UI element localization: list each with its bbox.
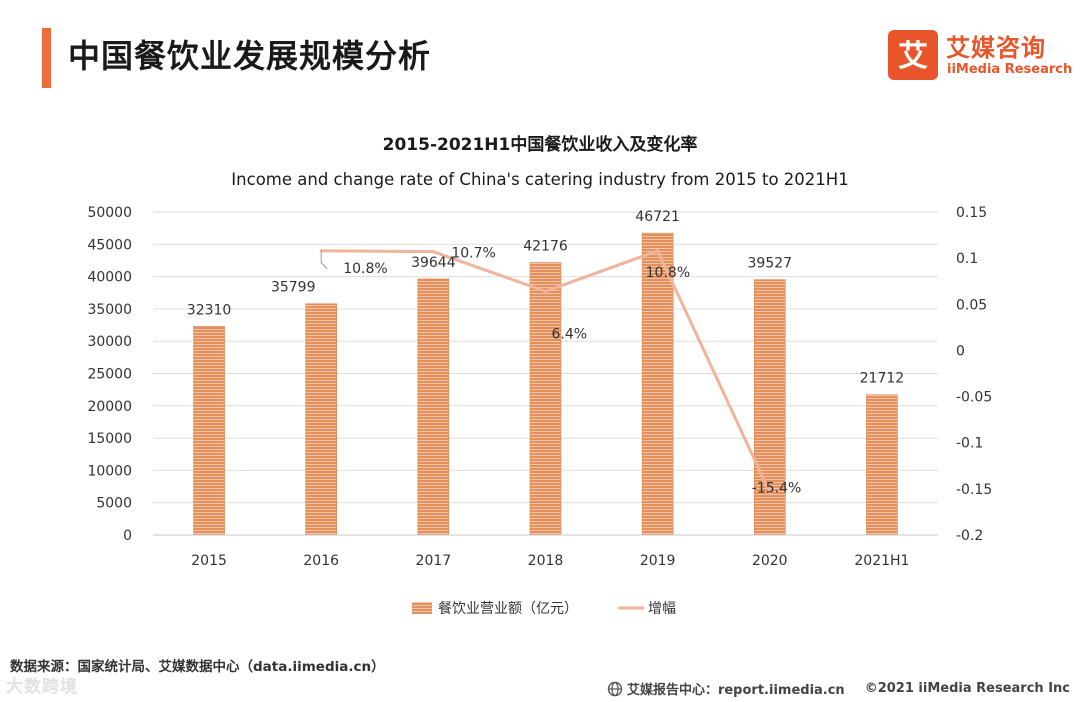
right-tick-label: 0	[956, 343, 965, 359]
axes: 0 5000 10000 15000 20000 25000 30000 35000 40000…	[87, 205, 992, 569]
bar-value-label: 32310	[187, 302, 232, 318]
bar-value-label: 42176	[523, 239, 568, 255]
left-tick-label: 10000	[87, 463, 132, 479]
bar	[417, 278, 450, 536]
growth-point	[431, 250, 435, 254]
title-accent-bar	[42, 28, 51, 88]
legend-bar-label: 餐饮业营业额（亿元）	[438, 601, 578, 617]
logo-glyph-icon: 艾	[898, 39, 928, 74]
growth-value-label: 10.8%	[343, 261, 387, 277]
bar	[193, 325, 225, 536]
logo-text-en: iiMedia Research	[947, 62, 1073, 77]
logo-glyph: 艾	[898, 39, 928, 74]
footer: 艾媒报告中心：report.iimedia.cn ©2021 iiMedia R…	[607, 679, 1070, 698]
right-tick-label: 0.1	[956, 251, 978, 267]
left-tick-label: 25000	[87, 367, 132, 383]
growth-point	[544, 289, 547, 293]
bar-value-label: 39527	[748, 256, 793, 272]
left-tick-label: 35000	[87, 302, 132, 318]
globe-icon	[607, 681, 623, 696]
line-series	[319, 249, 772, 495]
bar	[305, 303, 338, 536]
bar-value-label: 21712	[860, 371, 905, 387]
left-tick-label: 50000	[87, 205, 132, 221]
growth-value-label: -15.4%	[752, 481, 802, 497]
right-tick-label: -0.1	[956, 436, 983, 452]
left-tick-label: 15000	[87, 431, 132, 447]
data-source: 数据来源：国家统计局、艾媒数据中心（data.iimedia.cn）	[10, 659, 385, 675]
bar-series	[193, 232, 898, 536]
left-tick-label: 20000	[87, 399, 132, 415]
logo-text-cn: 艾媒咨询	[946, 34, 1046, 62]
growth-point	[768, 491, 772, 495]
x-tick-label: 2018	[528, 553, 564, 569]
right-tick-label: -0.2	[956, 528, 983, 544]
legend: 餐饮业营业额（亿元） 增幅	[412, 601, 676, 617]
left-tick-label: 0	[123, 528, 132, 544]
bar	[529, 262, 562, 536]
chart: 2015-2021H1中国餐饮业收入及变化率 Income and change…	[87, 134, 992, 617]
growth-value-label: 10.7%	[451, 246, 495, 262]
left-tick-label: 45000	[87, 237, 132, 253]
bar-value-label: 46721	[635, 209, 680, 225]
left-tick-label: 5000	[96, 496, 132, 512]
data-labels: 32310 35799 39644 42176 46721 39527 21712 10.8%…	[187, 209, 904, 496]
footer-copyright: ©2021 iiMedia Research Inc	[864, 681, 1070, 696]
right-tick-label: -0.05	[956, 390, 992, 406]
right-tick-label: 0.05	[956, 297, 987, 313]
bar-value-label: 39644	[411, 255, 456, 271]
bar	[866, 394, 898, 536]
bar-value-label: 35799	[271, 280, 316, 296]
bar	[641, 232, 674, 536]
left-tick-label: 30000	[87, 334, 132, 350]
x-tick-label: 2020	[752, 553, 788, 569]
left-tick-label: 40000	[87, 270, 132, 286]
x-tick-label: 2016	[303, 553, 339, 569]
legend-bar-swatch	[412, 602, 432, 614]
right-tick-label: 0.15	[956, 205, 987, 221]
bar	[753, 279, 786, 536]
leader-line	[320, 250, 328, 270]
x-tick-label: 2021H1	[854, 553, 909, 569]
chart-title: 2015-2021H1中国餐饮业收入及变化率	[383, 134, 698, 155]
x-tick-label: 2015	[191, 553, 227, 569]
watermark: 大数跨境	[6, 677, 78, 697]
footer-report-link[interactable]: 艾媒报告中心：report.iimedia.cn	[626, 683, 845, 698]
logo-badge-icon: 艾	[888, 30, 938, 80]
legend-line-label: 增幅	[648, 601, 676, 617]
growth-value-label: 10.8%	[646, 265, 690, 281]
growth-point	[656, 249, 660, 253]
x-tick-label: 2019	[640, 553, 676, 569]
x-tick-label: 2017	[416, 553, 452, 569]
right-tick-label: -0.15	[956, 482, 992, 498]
page-title: 中国餐饮业发展规模分析	[68, 37, 432, 75]
chart-subtitle: Income and change rate of China's cateri…	[231, 170, 848, 189]
brand-logo: 艾 艾媒咨询 iiMedia Research	[888, 30, 1072, 82]
growth-value-label: 6.4%	[552, 326, 588, 342]
